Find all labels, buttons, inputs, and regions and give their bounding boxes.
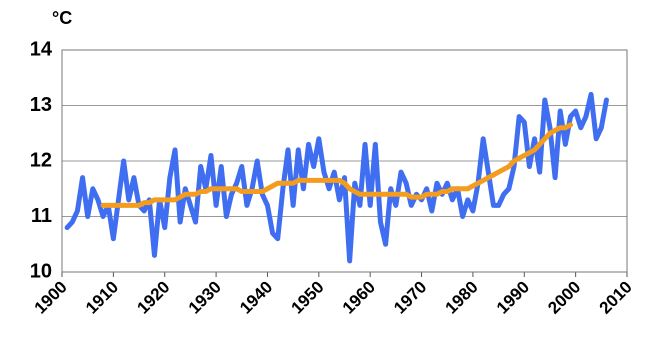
x-tick-label: 1930 [185,277,225,317]
x-tick-label: 1990 [493,277,533,317]
data-line [100,122,573,208]
plot-border [61,49,628,273]
y-tick-label: 10 [30,260,52,282]
x-tick-label: 1980 [442,277,482,317]
y-tick-label: 11 [31,205,52,227]
x-tick-label: 1940 [236,277,276,317]
x-tick-label: 1910 [82,277,122,317]
y-axis-label: °C [52,8,72,28]
x-tick-label: 1950 [287,277,327,317]
x-tick-label: 1900 [31,277,71,317]
y-tick-label: 14 [30,38,53,60]
x-tick-label: 1920 [133,277,173,317]
data-line [64,91,609,264]
y-tick-label: 12 [30,149,52,171]
x-tick-label: 1960 [339,277,379,317]
x-tick-label: 2000 [544,277,584,317]
y-tick-label: 13 [30,94,52,116]
x-tick-label: 1970 [390,277,430,317]
x-tick-label: 2010 [596,277,636,317]
